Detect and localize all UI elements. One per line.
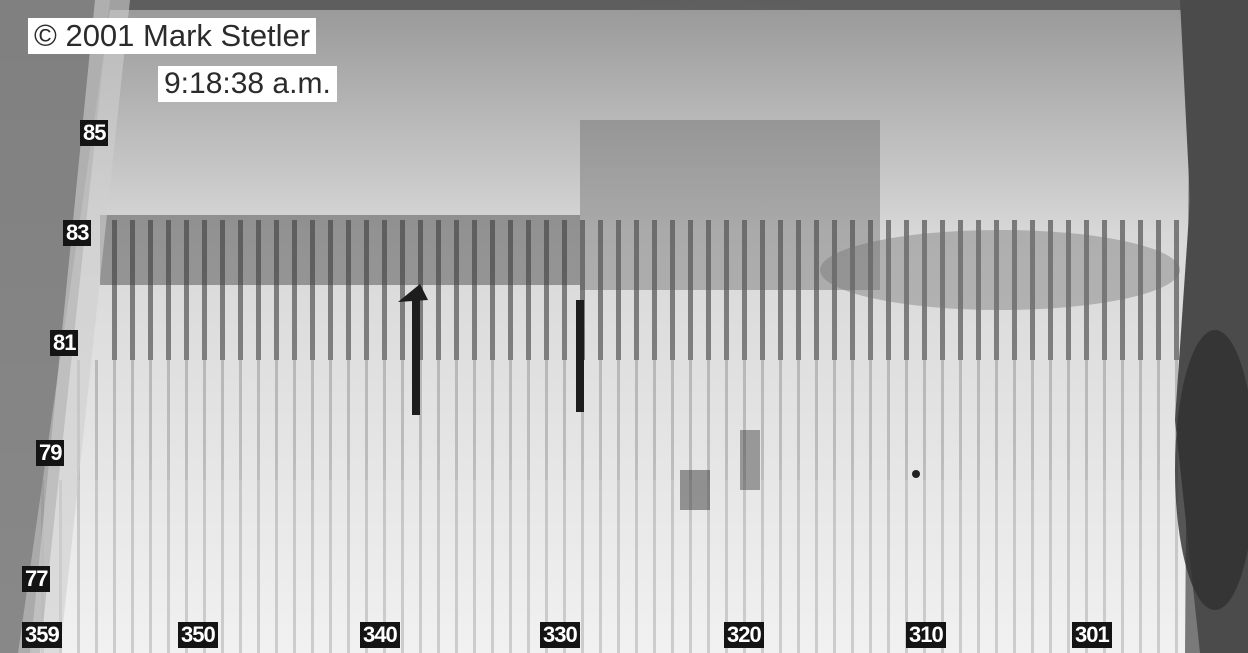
column-label-359: 359 — [22, 622, 62, 648]
column-label-330: 330 — [540, 622, 580, 648]
floor-label-77: 77 — [22, 566, 51, 592]
column-label-340: 340 — [360, 622, 400, 648]
floor-label-85: 85 — [80, 120, 109, 146]
floor-label-81: 81 — [50, 330, 79, 356]
column-label-310: 310 — [906, 622, 946, 648]
floor-label-79: 79 — [36, 440, 65, 466]
column-label-301: 301 — [1072, 622, 1112, 648]
column-label-320: 320 — [724, 622, 764, 648]
copyright-credit: © 2001 Mark Stetler — [28, 18, 317, 54]
floor-label-83: 83 — [63, 220, 92, 246]
column-label-350: 350 — [178, 622, 218, 648]
timestamp: 9:18:38 a.m. — [158, 66, 337, 102]
figure-mark — [412, 300, 420, 415]
